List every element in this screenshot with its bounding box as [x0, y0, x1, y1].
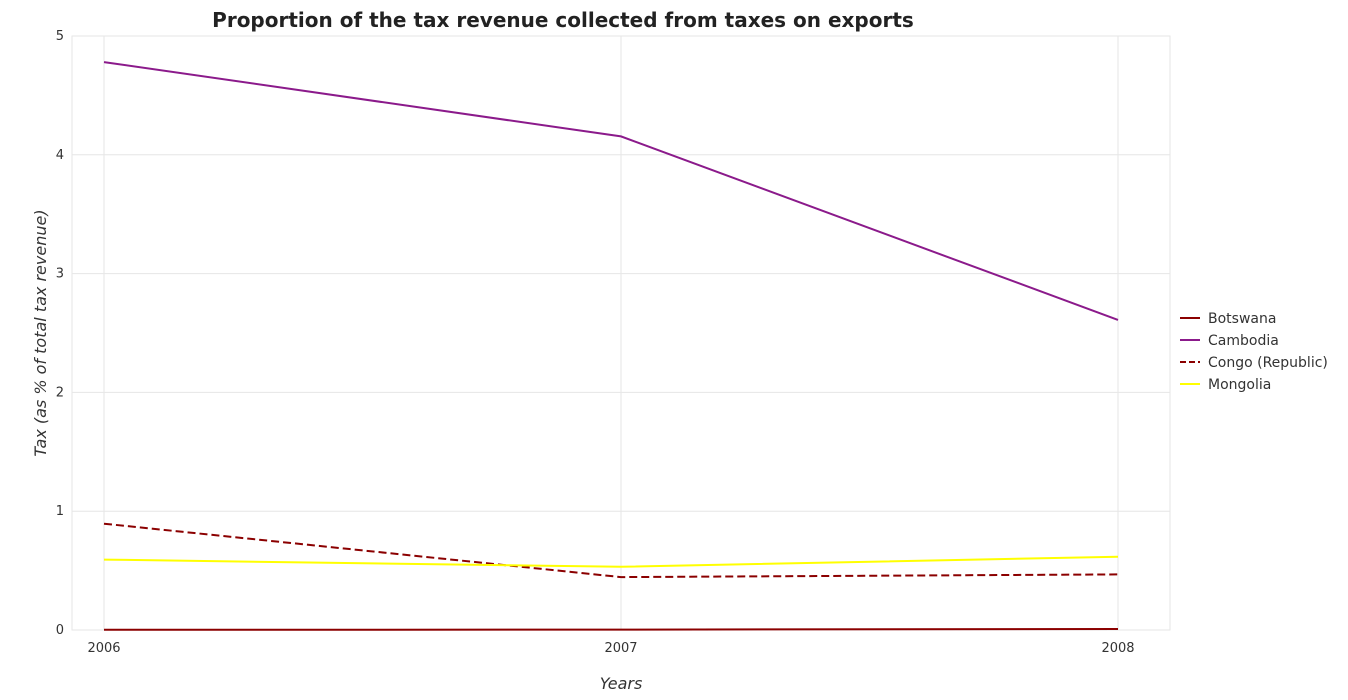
legend-label: Mongolia — [1208, 377, 1271, 393]
legend-label: Botswana — [1208, 311, 1276, 327]
y-tick-label: 0 — [56, 623, 64, 638]
legend: Botswana Cambodia Congo (Republic) Mongolia — [1180, 311, 1328, 393]
legend-label: Cambodia — [1208, 333, 1279, 349]
y-tick-label: 1 — [56, 504, 64, 519]
series-line-mongolia — [103, 555, 1119, 568]
y-tick-label: 5 — [56, 29, 64, 44]
chart-title: Proportion of the tax revenue collected … — [212, 8, 914, 32]
plot-area: 0 1 2 3 4 5 2006 2007 2008 — [56, 29, 1171, 656]
y-tick-label: 3 — [56, 267, 64, 282]
y-tick-label: 4 — [56, 148, 64, 163]
y-axis-label: Tax (as % of total tax revenue) — [31, 209, 50, 456]
x-tick-label: 2007 — [604, 641, 637, 656]
series-line-botswana — [103, 628, 1119, 631]
y-tick-labels: 0 1 2 3 4 5 — [56, 29, 64, 638]
x-tick-label: 2006 — [87, 641, 120, 656]
x-tick-labels: 2006 2007 2008 — [87, 641, 1134, 656]
series-line-congo-republic — [103, 522, 1119, 579]
legend-label: Congo (Republic) — [1208, 355, 1328, 371]
series-line-cambodia — [103, 61, 1119, 321]
x-tick-label: 2008 — [1101, 641, 1134, 656]
series-lines — [103, 61, 1119, 631]
x-axis-label: Years — [600, 674, 643, 693]
y-tick-label: 2 — [56, 385, 64, 400]
